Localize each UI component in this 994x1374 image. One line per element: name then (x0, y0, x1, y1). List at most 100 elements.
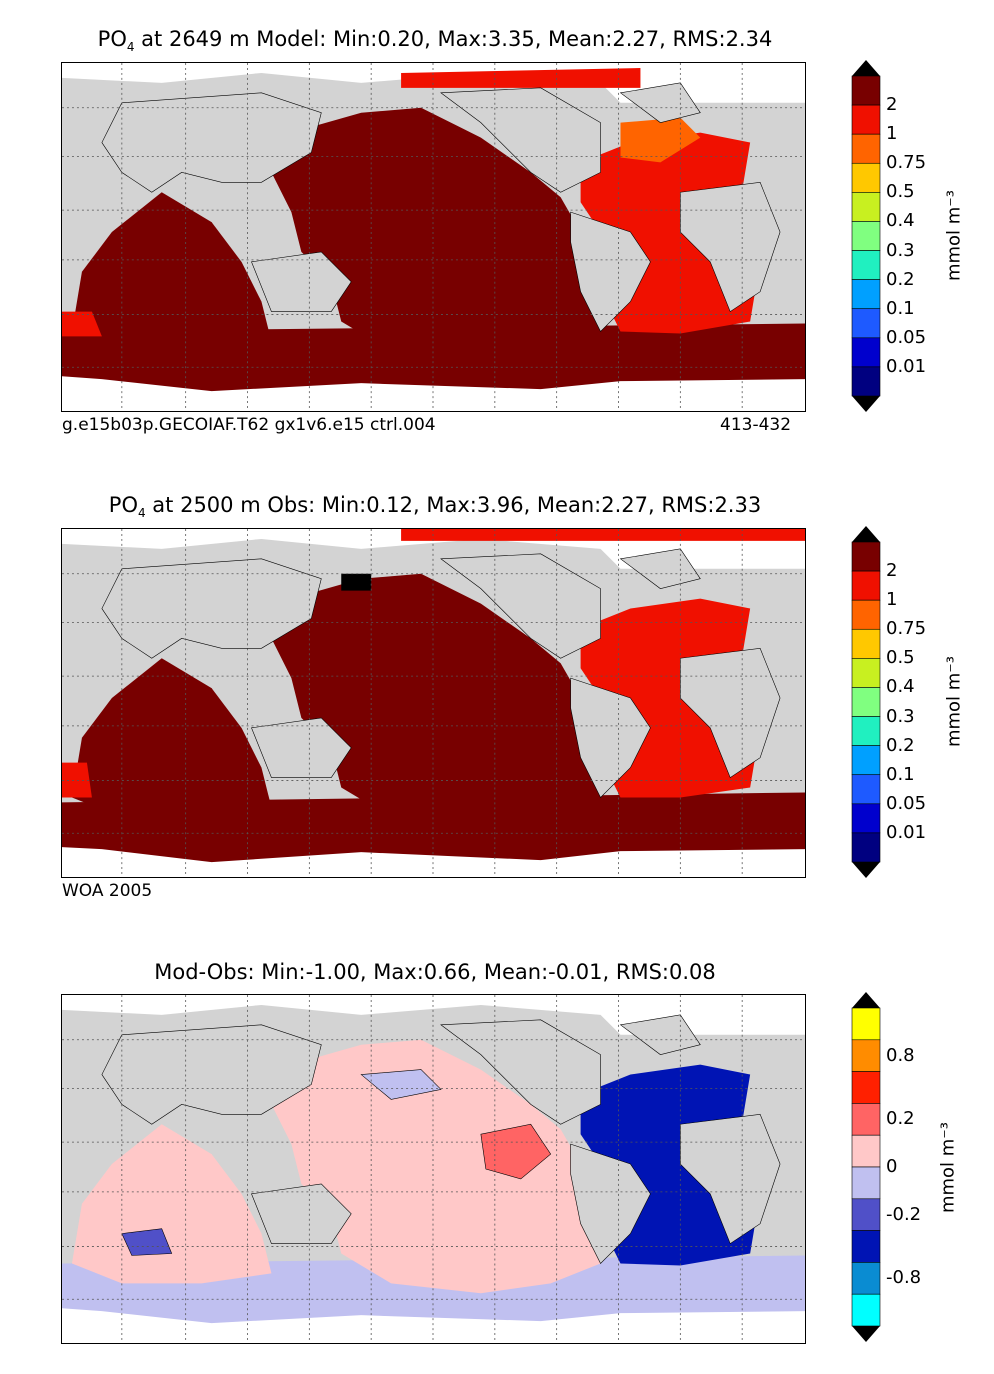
indian-red-patch (62, 311, 102, 337)
panel2-map-svg (62, 529, 805, 877)
graticule (62, 529, 805, 877)
colorbar-swatch (851, 774, 881, 805)
north-america (440, 87, 601, 193)
colorbar-swatch (851, 133, 881, 164)
panel1-colorbar (851, 60, 881, 412)
black-patch (341, 573, 372, 591)
colorbar-tick-label: 0.05 (886, 792, 927, 814)
panel1-caption-left: g.e15b03p.GECOIAF.T62 gx1v6.e15 ctrl.004 (62, 415, 436, 435)
colorbar-tick-label: 0.3 (886, 705, 915, 727)
panel2-title-rest: at 2500 m Obs: Min:0.12, Max:3.96, Mean:… (145, 493, 762, 517)
panel1-colorbar-svg (851, 60, 881, 412)
africa (680, 1113, 781, 1245)
colorbar-tick-label: 0.4 (886, 210, 915, 232)
colorbar-tick-label: 2 (886, 94, 898, 116)
colorbar-swatch (851, 75, 881, 106)
colorbar-top-extend (852, 992, 880, 1008)
colorbar-swatch (851, 1007, 881, 1041)
colorbar-tick-label: 0.8 (886, 1044, 915, 1066)
panel1-title-species: PO (97, 27, 127, 51)
colorbar-swatch (851, 162, 881, 193)
colorbar-tick-label: 0.2 (886, 734, 915, 756)
colorbar-swatch (851, 1103, 881, 1136)
colorbar-tick-label: 0.2 (886, 268, 915, 290)
graticule (62, 995, 805, 1343)
panel1-units: mmol m⁻³ (943, 189, 965, 282)
panel2-title-sub: 4 (137, 506, 146, 521)
colorbar-tick-label: 1 (886, 589, 898, 611)
colorbar-swatch (851, 570, 881, 601)
eurasia (101, 558, 322, 659)
arctic-red (401, 67, 641, 88)
panel3-colorbar (851, 992, 881, 1342)
pacific-ocean (271, 573, 601, 828)
colorbar-tick-label: 0.3 (886, 239, 915, 261)
colorbar-swatch (851, 221, 881, 251)
north-america (440, 553, 601, 659)
south-america (570, 211, 651, 332)
colorbar-top-extend (852, 60, 880, 76)
pacific-ocean (271, 1039, 601, 1294)
panel1-title-rest: at 2649 m Model: Min:0.20, Max:3.35, Mea… (134, 27, 773, 51)
colorbar-tick-label: 0.01 (886, 355, 927, 377)
arctic-red (401, 529, 805, 541)
colorbar-swatch (851, 1230, 881, 1263)
colorbar-tick-label: 0.75 (886, 152, 927, 174)
colorbar-tick-label: 0.05 (886, 326, 927, 348)
colorbar-tick-label: 0.2 (886, 1108, 915, 1130)
colorbar-tick-label: 2 (886, 560, 898, 582)
colorbar-tick-label: -0.2 (886, 1203, 922, 1225)
colorbar-tick-label: 0 (886, 1156, 898, 1177)
colorbar-swatch (851, 337, 881, 368)
colorbar-top-extend (852, 526, 880, 542)
colorbar-tick-label: 0.5 (886, 181, 915, 203)
colorbar-swatch (851, 1134, 881, 1168)
colorbar-bottom-extend (852, 396, 880, 412)
colorbar-tick-label: 0.4 (886, 676, 915, 698)
colorbar-swatch (851, 104, 881, 135)
north-america (440, 1019, 601, 1125)
panel1-title: PO4 at 2649 m Model: Min:0.20, Max:3.35,… (0, 27, 870, 54)
panel2-title-species: PO (108, 493, 138, 517)
colorbar-swatch (851, 1262, 881, 1295)
colorbar-tick-label: 0.01 (886, 821, 927, 843)
pacific-ocean (271, 107, 601, 362)
colorbar-swatch (851, 192, 881, 222)
panel2-map (61, 528, 806, 878)
colorbar-swatch (851, 658, 881, 688)
colorbar-swatch (851, 832, 881, 863)
colorbar-swatch (851, 803, 881, 834)
colorbar-swatch (851, 279, 881, 310)
colorbar-swatch (851, 1039, 881, 1072)
panel2-title: PO4 at 2500 m Obs: Min:0.12, Max:3.96, M… (0, 493, 870, 520)
colorbar-swatch (851, 250, 881, 280)
eurasia (101, 92, 322, 193)
panel1-title-sub: 4 (126, 40, 135, 55)
colorbar-tick-label: 0.5 (886, 647, 915, 669)
colorbar-tick-label: 0.1 (886, 297, 915, 319)
panel2-colorbar-svg (851, 526, 881, 878)
panel1-map-svg (62, 63, 805, 411)
colorbar-tick-label: -0.8 (886, 1267, 922, 1289)
colorbar-swatch (851, 716, 881, 746)
indian-negative-patch (121, 1228, 173, 1256)
colorbar-swatch (851, 1198, 881, 1231)
indian-red-patch (62, 762, 92, 798)
panel2-colorbar (851, 526, 881, 878)
colorbar-swatch (851, 628, 881, 659)
panel3-units: mmol m⁻³ (937, 1121, 959, 1214)
colorbar-swatch (851, 1166, 881, 1200)
graticule (62, 63, 805, 411)
panel2-units: mmol m⁻³ (943, 655, 965, 748)
pacific-positive-patch (480, 1123, 552, 1180)
pacific-negative-patch (360, 1069, 442, 1100)
africa (680, 647, 781, 779)
indian-ocean (71, 1124, 272, 1284)
south-america (570, 677, 651, 798)
colorbar-swatch (851, 308, 881, 339)
colorbar-tick-label: 0.1 (886, 763, 915, 785)
africa (680, 181, 781, 313)
colorbar-tick-label: 0.75 (886, 618, 927, 640)
south-america (570, 1143, 651, 1264)
colorbar-swatch (851, 687, 881, 717)
